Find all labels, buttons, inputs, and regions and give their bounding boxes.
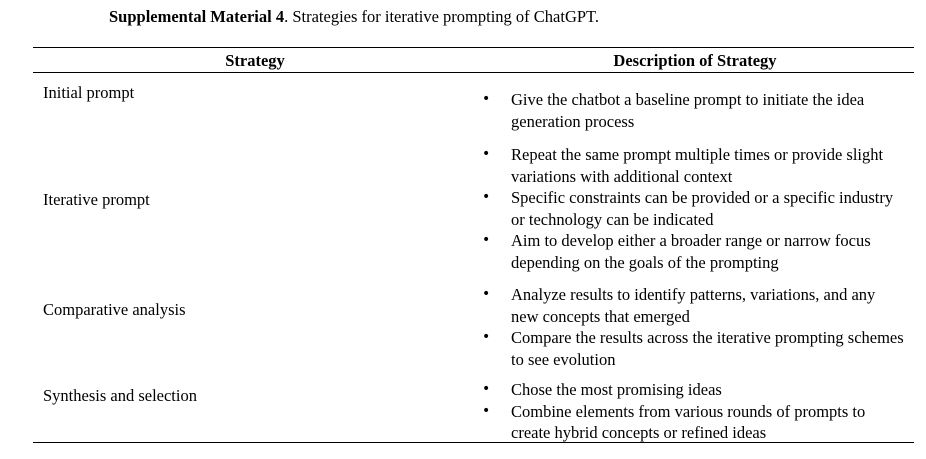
header-cell: Description of Strategy: [613, 51, 777, 70]
description-item: Repeat the same prompt multiple times or…: [478, 144, 906, 187]
header-rule: [33, 72, 914, 73]
bottom-rule: [33, 442, 914, 443]
top-rule: [33, 47, 914, 48]
description-item: Combine elements from various rounds of …: [478, 401, 906, 444]
description-list: Give the chatbot a baseline prompt to in…: [478, 89, 918, 132]
strategy-cell: Synthesis and selection: [43, 386, 197, 405]
strategy-cell: Iterative prompt: [43, 190, 150, 209]
strategy-cell: Comparative analysis: [43, 300, 186, 319]
description-item: Chose the most promising ideas: [478, 379, 906, 401]
caption-text: . Strategies for iterative prompting of …: [284, 7, 600, 26]
strategy-cell: Initial prompt: [43, 83, 135, 102]
caption-label: Supplemental Material 4: [109, 7, 285, 26]
description-item: Analyze results to identify patterns, va…: [478, 284, 906, 327]
description-list: Chose the most promising ideasCombine el…: [478, 379, 918, 444]
description-item: Give the chatbot a baseline prompt to in…: [478, 89, 906, 132]
description-item: Compare the results across the iterative…: [478, 327, 906, 370]
description-list: Repeat the same prompt multiple times or…: [478, 144, 918, 273]
description-list: Analyze results to identify patterns, va…: [478, 284, 918, 370]
description-item: Aim to develop either a broader range or…: [478, 230, 906, 273]
caption: Supplemental Material 4. Strategies for …: [109, 7, 599, 27]
header-cell: Strategy: [225, 51, 285, 70]
description-item: Specific constraints can be provided or …: [478, 187, 906, 230]
